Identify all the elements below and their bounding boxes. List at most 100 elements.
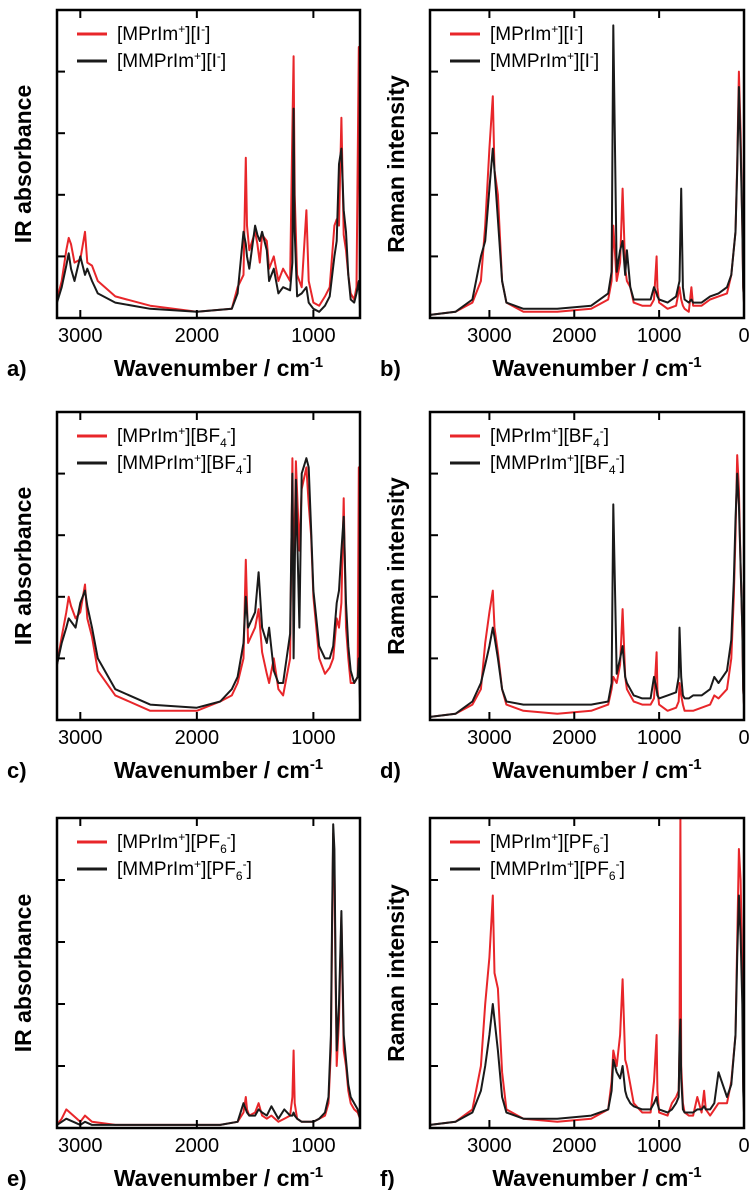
x-tick-label: 3000 xyxy=(467,1135,512,1157)
legend-text: ] xyxy=(247,859,252,880)
legend-text: ][PF xyxy=(574,859,609,880)
legend-text: ][BF xyxy=(558,426,593,447)
series-line-a xyxy=(57,46,360,313)
legend-text: ] xyxy=(594,51,599,72)
legend-text: ] xyxy=(205,24,210,45)
legend-sup: - xyxy=(227,830,231,844)
x-tick-label: 3000 xyxy=(58,727,103,749)
y-axis-label: IR absorbance xyxy=(10,85,36,244)
panel-d: 3000 2000 1000 0 Raman intensity d) Wavenumber… xyxy=(380,410,750,783)
legend-text: ][I xyxy=(201,51,217,72)
series-line-a xyxy=(430,818,744,1126)
plot-frame xyxy=(428,816,746,1130)
plot-frame xyxy=(55,410,362,722)
legend-text: ] xyxy=(620,859,625,880)
series-line-b xyxy=(57,823,360,1126)
x-tick-label: 3000 xyxy=(58,1135,103,1157)
x-axis-label-sup: -1 xyxy=(688,1164,701,1181)
panel-e: 3000 2000 1000 IR absorbance e) Wavenumber / … xyxy=(7,816,362,1191)
x-axis-label-text: Wavenumber / cm xyxy=(492,1165,688,1190)
legend: [MPrIm+][BF4-][MMPrIm+][BF4-] xyxy=(77,424,252,477)
legend-sup: + xyxy=(567,49,574,63)
x-tick-label: 0 xyxy=(738,325,749,347)
legend-text: [MMPrIm xyxy=(490,453,567,474)
legend-text: ][I xyxy=(558,24,574,45)
x-axis-label-sup: -1 xyxy=(310,1164,323,1181)
legend-sup: + xyxy=(178,830,185,844)
plot-frame xyxy=(428,8,746,320)
legend-sup: - xyxy=(227,424,231,438)
legend-text: ][I xyxy=(574,51,590,72)
legend-text: ] xyxy=(578,24,583,45)
legend-sup: + xyxy=(178,22,185,36)
x-tick-label: 2000 xyxy=(552,1135,597,1157)
plot-frame xyxy=(55,8,362,320)
x-tick-label: 1000 xyxy=(637,325,682,347)
x-tick-label: 2000 xyxy=(175,325,220,347)
x-tick-label: 2000 xyxy=(552,325,597,347)
legend-sub: 4 xyxy=(236,463,243,477)
panel-a: 3000 2000 1000 IR absorbance a) Wavenumber / … xyxy=(7,8,362,381)
x-axis-label-text: Wavenumber / cm xyxy=(114,1165,310,1190)
legend-sub: 6 xyxy=(220,842,227,856)
x-axis-label: Wavenumber / cm-1 xyxy=(492,756,701,783)
y-axis-label: IR absorbance xyxy=(10,894,36,1053)
legend-sup: + xyxy=(194,857,201,871)
legend-sup: + xyxy=(567,451,574,465)
panel-label: e) xyxy=(7,1166,27,1190)
legend-label-a: [MPrIm+][PF6-] xyxy=(490,830,609,856)
series-line-b xyxy=(57,457,360,709)
legend-text: ][I xyxy=(185,24,201,45)
legend-sup: + xyxy=(194,49,201,63)
legend-text: [MPrIm xyxy=(117,24,178,45)
legend-text: ] xyxy=(231,426,236,447)
y-axis-label: Raman intensity xyxy=(383,75,409,253)
legend-sup: + xyxy=(551,424,558,438)
legend-label-b: [MMPrIm+][PF6-] xyxy=(117,857,252,883)
legend-label-b: [MMPrIm+][PF6-] xyxy=(490,857,625,883)
legend-text: ][BF xyxy=(185,426,220,447)
legend-text: ][PF xyxy=(201,859,236,880)
legend: [MPrIm+][I-] [MMPrIm+][I-] xyxy=(77,22,226,72)
legend-label-a: [MPrIm+][I-] xyxy=(117,22,210,45)
legend-sub: 4 xyxy=(220,436,227,450)
legend-sup: + xyxy=(551,22,558,36)
legend-sub: 6 xyxy=(593,842,600,856)
legend-text: [MMPrIm xyxy=(490,51,567,72)
x-axis-label: Wavenumber / cm-1 xyxy=(114,1164,323,1190)
x-tick-label: 0 xyxy=(738,1135,749,1157)
legend-text: [MPrIm xyxy=(117,832,178,853)
legend-sup: - xyxy=(616,451,620,465)
legend-label-b: [MMPrIm+][BF4-] xyxy=(117,451,252,477)
x-tick-label: 0 xyxy=(738,727,749,749)
x-axis-label: Wavenumber / cm-1 xyxy=(114,354,323,381)
x-axis-label: Wavenumber / cm-1 xyxy=(492,1164,701,1190)
legend-sup: - xyxy=(600,830,604,844)
legend-sup: + xyxy=(551,830,558,844)
series-line-b xyxy=(430,894,744,1126)
x-tick-label: 1000 xyxy=(291,1135,336,1157)
legend-text: ] xyxy=(247,453,252,474)
legend-text: [MPrIm xyxy=(490,426,551,447)
legend-text: [MMPrIm xyxy=(117,453,194,474)
panel-c: 3000 2000 1000 IR absorbance c) Wavenumber / … xyxy=(7,410,362,783)
x-axis-label-text: Wavenumber / cm xyxy=(114,757,310,783)
series-line-a xyxy=(57,457,360,712)
legend-sup: - xyxy=(616,857,620,871)
legend-label-b: [MMPrIm+][I-] xyxy=(117,49,226,72)
panel-b: 3000 2000 1000 0 Raman intensity b) Wavenumber… xyxy=(380,8,750,381)
panel-label: f) xyxy=(380,1166,395,1190)
legend-sub: 6 xyxy=(236,869,243,883)
legend-text: [MPrIm xyxy=(117,426,178,447)
y-axis-label: Raman intensity xyxy=(383,884,409,1062)
x-axis-label-text: Wavenumber / cm xyxy=(492,355,688,381)
x-axis-label-text: Wavenumber / cm xyxy=(492,757,688,783)
legend-text: ] xyxy=(221,51,226,72)
legend-text: ] xyxy=(620,453,625,474)
legend-text: ][BF xyxy=(574,453,609,474)
x-axis-label-sup: -1 xyxy=(310,354,323,371)
legend-label-a: [MPrIm+][PF6-] xyxy=(117,830,236,856)
x-tick-label: 2000 xyxy=(175,1135,220,1157)
legend: [MPrIm+][PF6-][MMPrIm+][PF6-] xyxy=(77,830,252,883)
